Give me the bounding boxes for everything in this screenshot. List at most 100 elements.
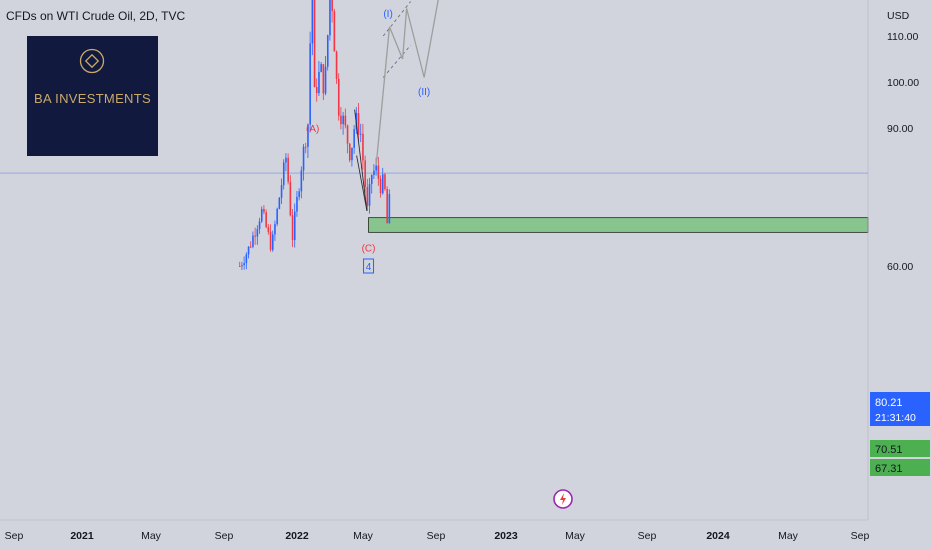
currency-label: USD	[887, 10, 910, 22]
candle-body	[324, 66, 327, 94]
candle-body	[386, 188, 388, 224]
zone-top-value: 70.51	[875, 444, 903, 456]
candle-body	[256, 229, 259, 237]
wave-label-text: (II)	[418, 87, 430, 98]
x-tick-label: 2022	[285, 530, 309, 542]
candle-body	[274, 224, 276, 235]
wave-label-text: (I)	[383, 9, 392, 20]
logo-text: BA INVESTMENTS	[34, 91, 151, 106]
x-tick-label: May	[353, 530, 374, 542]
candle-body	[320, 64, 322, 72]
x-tick-label: Sep	[851, 530, 870, 542]
x-tick-label: May	[778, 530, 799, 542]
candle-body	[302, 146, 305, 171]
candle-body	[307, 124, 309, 147]
candle-body	[291, 215, 294, 241]
diamond-logo-icon	[79, 48, 105, 74]
candle-body	[340, 115, 342, 125]
candle-body	[247, 246, 250, 255]
x-tick-label: May	[141, 530, 162, 542]
candle-body	[254, 235, 256, 237]
x-tick-label: Sep	[427, 530, 446, 542]
last-price-tag	[870, 392, 930, 426]
candle-body	[366, 186, 369, 206]
candle-body	[348, 143, 351, 161]
candle-body	[388, 194, 391, 224]
zone-bottom-value: 67.31	[875, 463, 903, 475]
candle-body	[252, 235, 254, 247]
candle-body	[377, 165, 380, 179]
candle-body	[267, 227, 270, 232]
candle-body	[287, 157, 289, 182]
y-tick-label: 60.00	[887, 261, 913, 273]
candle-body	[315, 87, 318, 94]
candle-body	[329, 0, 331, 36]
candle-body	[245, 254, 248, 264]
support-zone	[368, 217, 869, 233]
candle-body	[351, 147, 353, 161]
candle-body	[278, 197, 281, 209]
wave-label-text: (C)	[362, 244, 376, 255]
candle-body	[243, 263, 245, 266]
channel-line	[382, 44, 411, 78]
x-tick-label: 2021	[70, 530, 94, 542]
candle-body	[285, 157, 287, 163]
lightning-icon-bolt	[560, 493, 566, 505]
candle-body	[282, 162, 285, 186]
candle-body	[265, 212, 267, 228]
last-price-value: 80.21	[875, 397, 903, 409]
candle-body	[280, 185, 283, 198]
zone-top-tag	[870, 440, 930, 457]
candle-body	[331, 0, 333, 12]
candle-body	[342, 115, 344, 125]
channel-line	[382, 1, 411, 37]
projection-path	[375, 0, 439, 165]
candle-body	[335, 51, 338, 79]
y-tick-label: 110.00	[887, 31, 918, 43]
zone-bottom-tag	[870, 459, 930, 476]
candle-body	[375, 165, 377, 171]
candle-body	[344, 115, 347, 126]
candle-body	[333, 11, 336, 52]
candle-body	[313, 0, 316, 88]
candle-body	[368, 183, 371, 206]
y-tick-label: 90.00	[887, 123, 913, 135]
chart-title: CFDs on WTI Crude Oil, 2D, TVC	[6, 9, 186, 23]
candle-body	[362, 133, 364, 161]
lightning-icon[interactable]	[553, 489, 573, 509]
candle-body	[346, 125, 349, 144]
candle-body	[337, 78, 340, 116]
x-tick-label: Sep	[638, 530, 657, 542]
candle-body	[311, 0, 314, 44]
candle-body	[357, 113, 360, 135]
candle-body	[293, 211, 296, 241]
candle-body	[373, 170, 375, 176]
candle-body	[364, 160, 366, 187]
candle-body	[379, 178, 382, 194]
candle-body	[353, 129, 355, 148]
candle-body	[271, 234, 274, 250]
candle-body	[384, 174, 386, 189]
candle-body	[269, 231, 272, 250]
x-tick-label: May	[565, 530, 586, 542]
candle-body	[238, 266, 241, 267]
candle-body	[300, 170, 303, 192]
logo: BA INVESTMENTS	[27, 36, 158, 156]
wedge-trendline	[356, 155, 368, 211]
candle-body	[381, 174, 384, 194]
candle-body	[309, 43, 311, 125]
candle-body	[322, 64, 325, 94]
candle-body	[241, 265, 243, 267]
y-tick-label: 100.00	[887, 77, 919, 89]
wave-label-box	[363, 258, 375, 274]
candle-body	[318, 71, 320, 94]
candle-body	[326, 35, 329, 67]
candle-body	[263, 208, 265, 213]
x-tick-label: 2024	[706, 530, 730, 542]
x-tick-label: 2023	[494, 530, 518, 542]
candle-body	[260, 208, 263, 222]
candle-body	[276, 208, 278, 225]
candle-body	[304, 146, 307, 148]
candle-body	[296, 196, 298, 212]
candle-body	[359, 133, 362, 135]
